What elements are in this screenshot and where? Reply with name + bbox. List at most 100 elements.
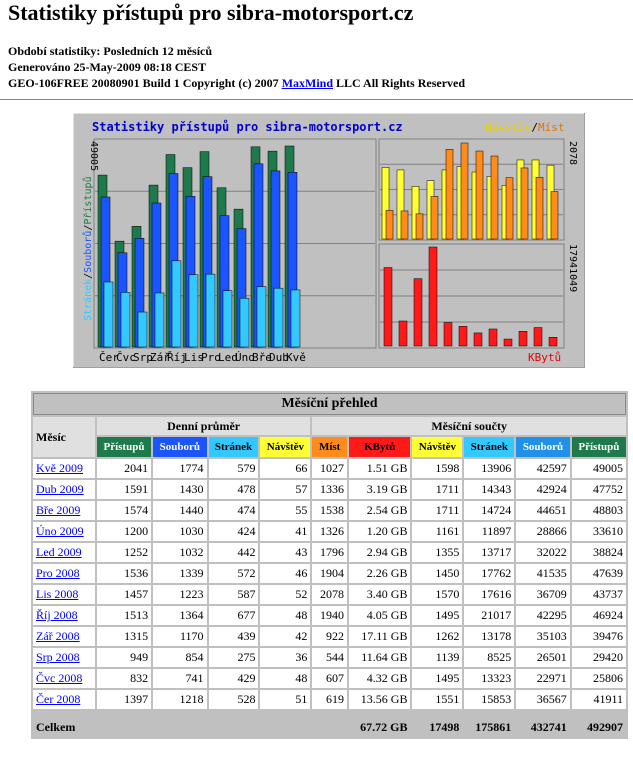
value-cell: 1940 bbox=[312, 606, 347, 625]
col-daily-visits: Návštěv bbox=[260, 437, 311, 457]
value-cell: 1513 bbox=[96, 606, 152, 625]
bar-kbytes bbox=[428, 246, 438, 347]
value-cell: 13.56 GB bbox=[348, 690, 411, 709]
month-label: Úno bbox=[235, 351, 255, 364]
ylabel-part: Přístupů bbox=[82, 176, 94, 224]
kbytes-grid bbox=[380, 269, 563, 323]
col-kbytes: KBytů bbox=[348, 437, 411, 457]
col-visits: Návštěv bbox=[412, 437, 463, 457]
table-row: Kvě 2009 2041 1774 579 66 1027 1.51 GB 1598 1390… bbox=[33, 459, 626, 478]
ylabel-text: Stránek/Souborů/Přístupů bbox=[82, 176, 94, 321]
col-sites: Míst bbox=[312, 437, 347, 457]
maxmind-link[interactable]: MaxMind bbox=[281, 76, 334, 90]
value-cell: 474 bbox=[208, 501, 259, 520]
value-cell: 1161 bbox=[412, 522, 463, 541]
bar-stránek bbox=[205, 273, 216, 348]
value-cell: 424 bbox=[208, 522, 259, 541]
value-cell: 32022 bbox=[516, 543, 570, 562]
month-link[interactable]: Úno 2009 bbox=[36, 524, 84, 538]
value-cell: 439 bbox=[208, 627, 259, 646]
value-cell: 1570 bbox=[412, 585, 463, 604]
value-cell: 442 bbox=[208, 543, 259, 562]
value-cell: 1032 bbox=[153, 543, 207, 562]
bar-kbytes bbox=[443, 322, 453, 347]
ylabel-part: Souborů bbox=[82, 231, 94, 273]
value-cell: 4.32 GB bbox=[348, 669, 411, 688]
bar-visits bbox=[411, 186, 420, 240]
month-link[interactable]: Srp 2008 bbox=[36, 650, 80, 664]
month-link[interactable]: Pro 2008 bbox=[36, 566, 80, 580]
main-ylabel: Stránek/Souborů/Přístupů bbox=[82, 176, 94, 321]
value-cell: 49005 bbox=[571, 459, 626, 478]
value-cell: 39476 bbox=[571, 627, 626, 646]
month-cell: Čvc 2008 bbox=[33, 669, 95, 688]
month-link[interactable]: Zář 2008 bbox=[36, 629, 80, 643]
value-cell: 38824 bbox=[571, 543, 626, 562]
month-cell: Srp 2008 bbox=[33, 648, 95, 667]
total-pages: 175861 bbox=[464, 717, 515, 737]
visits-ymax-label: 2078 bbox=[567, 141, 578, 165]
table-body: Kvě 2009 2041 1774 579 66 1027 1.51 GB 1598 1390… bbox=[33, 459, 626, 709]
value-cell: 13323 bbox=[464, 669, 515, 688]
month-header: Měsíc bbox=[33, 417, 95, 457]
month-label: Lis bbox=[184, 351, 204, 364]
value-cell: 48803 bbox=[571, 501, 626, 520]
ylabel-part: / bbox=[83, 225, 94, 231]
value-cell: 1.20 GB bbox=[348, 522, 411, 541]
bar-kbytes bbox=[488, 328, 498, 347]
value-cell: 1598 bbox=[412, 459, 463, 478]
legend-visits-sites: Návštěv/Míst bbox=[485, 121, 564, 134]
value-cell: 1591 bbox=[96, 480, 152, 499]
chart-title: Statistiky přístupů pro sibra-motorsport… bbox=[92, 120, 403, 134]
generated-label: Generováno 25-May-2009 08:18 CEST bbox=[8, 60, 207, 74]
value-cell: 1252 bbox=[96, 543, 152, 562]
bar-kbytes bbox=[398, 320, 408, 347]
month-link[interactable]: Dub 2009 bbox=[36, 482, 84, 496]
value-cell: 741 bbox=[153, 669, 207, 688]
bar-kbytes bbox=[518, 331, 528, 347]
month-link[interactable]: Kvě 2009 bbox=[36, 461, 83, 475]
bar-kbytes bbox=[473, 332, 483, 347]
month-link[interactable]: Čvc 2008 bbox=[36, 671, 83, 685]
month-link[interactable]: Říj 2008 bbox=[36, 608, 78, 622]
total-label: Celkem bbox=[33, 717, 347, 737]
month-label: Čvc bbox=[116, 351, 136, 364]
value-cell: 52 bbox=[260, 585, 311, 604]
month-label: Dub bbox=[269, 351, 289, 364]
month-cell: Led 2009 bbox=[33, 543, 95, 562]
month-label: Led bbox=[218, 351, 238, 364]
month-link[interactable]: Čer 2008 bbox=[36, 692, 81, 706]
col-pages: Stránek bbox=[464, 437, 515, 457]
month-cell: Pro 2008 bbox=[33, 564, 95, 583]
value-cell: 1.51 GB bbox=[348, 459, 411, 478]
table-row: Úno 2009 1200 1030 424 41 1326 1.20 GB 1161 1189… bbox=[33, 522, 626, 541]
value-cell: 29420 bbox=[571, 648, 626, 667]
main-bars bbox=[97, 145, 301, 348]
value-cell: 47639 bbox=[571, 564, 626, 583]
total-kbytes: 67.72 GB bbox=[348, 717, 411, 737]
value-cell: 42295 bbox=[516, 606, 570, 625]
value-cell: 48 bbox=[260, 606, 311, 625]
bar-stránek bbox=[222, 290, 233, 348]
month-link[interactable]: Lis 2008 bbox=[36, 587, 79, 601]
table-row: Říj 2008 1513 1364 677 48 1940 4.05 GB 1495 2101… bbox=[33, 606, 626, 625]
month-link[interactable]: Bře 2009 bbox=[36, 503, 81, 517]
total-row: Celkem 67.72 GB 17498 175861 432741 4929… bbox=[33, 717, 626, 737]
month-link[interactable]: Led 2009 bbox=[36, 545, 82, 559]
bar-kbytes bbox=[548, 337, 558, 347]
bar-visits bbox=[381, 167, 390, 240]
legend-part: Návštěv bbox=[485, 121, 532, 134]
value-cell: 11.64 GB bbox=[348, 648, 411, 667]
value-cell: 4.05 GB bbox=[348, 606, 411, 625]
value-cell: 41 bbox=[260, 522, 311, 541]
month-label: Čer bbox=[99, 351, 119, 364]
value-cell: 33610 bbox=[571, 522, 626, 541]
month-cell: Kvě 2009 bbox=[33, 459, 95, 478]
bar-visits bbox=[396, 169, 405, 240]
value-cell: 1430 bbox=[153, 480, 207, 499]
bar-sites bbox=[385, 210, 394, 240]
bar-sites bbox=[520, 167, 529, 240]
value-cell: 579 bbox=[208, 459, 259, 478]
value-cell: 1030 bbox=[153, 522, 207, 541]
ylabel-part: / bbox=[83, 273, 94, 279]
